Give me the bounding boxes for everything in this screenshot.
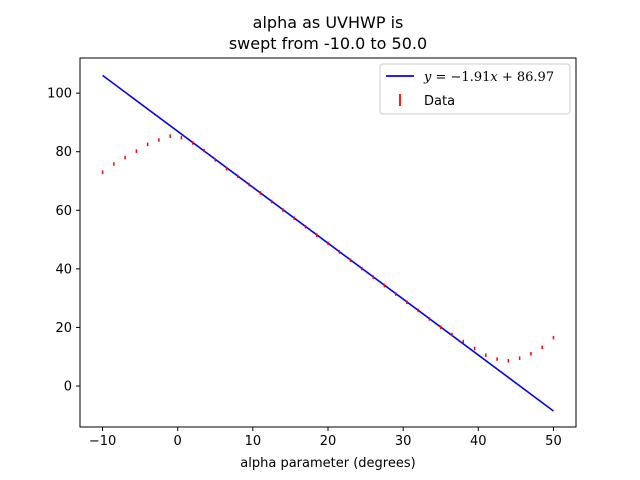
y-tick-label: 0: [64, 380, 72, 395]
x-tick-label: 30: [395, 434, 412, 449]
legend-box: [379, 63, 571, 115]
chart-title-line-1: alpha as UVHWP is: [253, 13, 404, 32]
y-tick-label: 40: [55, 262, 72, 277]
x-tick-label: −10: [89, 434, 116, 449]
x-axis-label: alpha parameter (degrees): [240, 456, 415, 471]
y-axis: 0 20 40 60 80 100: [47, 87, 80, 395]
legend: y = −1.91x + 86.97 Data: [379, 63, 571, 115]
legend-line-label: y = −1.91x + 86.97: [423, 70, 554, 85]
legend-data-label: Data: [424, 94, 455, 109]
chart-title-line-2: swept from -10.0 to 50.0: [229, 34, 427, 53]
x-tick-label: 10: [245, 434, 262, 449]
x-tick-label: 50: [545, 434, 562, 449]
y-tick-label: 20: [55, 321, 72, 336]
x-axis: −10 0 10 20 30 40 50: [89, 427, 562, 449]
x-tick-label: 0: [174, 434, 182, 449]
plot-area: [101, 74, 555, 412]
y-tick-label: 100: [47, 87, 72, 102]
y-tick-label: 80: [55, 145, 72, 160]
y-tick-label: 60: [55, 204, 72, 219]
x-tick-label: 20: [320, 434, 337, 449]
svg-text:y = −1.91x + 86.97: y = −1.91x + 86.97: [423, 70, 554, 85]
x-tick-label: 40: [470, 434, 487, 449]
